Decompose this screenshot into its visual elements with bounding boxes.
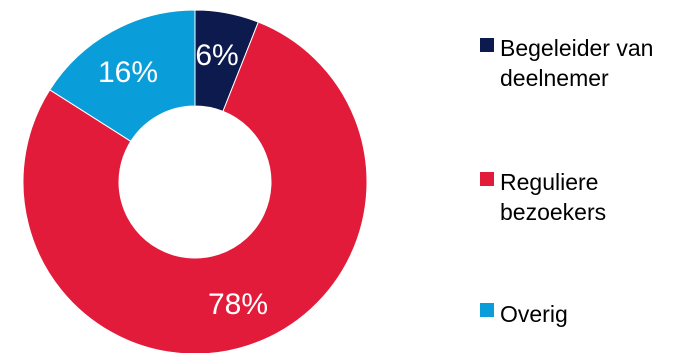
slice-value-label: 16% — [98, 56, 158, 89]
legend-swatch — [480, 38, 494, 52]
legend-item: Overig — [480, 301, 568, 327]
legend-label: Begeleider van — [500, 35, 653, 61]
legend-label: Reguliere — [500, 169, 598, 195]
legend-item: Reguliere bezoekers — [480, 169, 606, 225]
legend-swatch — [480, 303, 494, 317]
legend-label: deelnemer — [500, 65, 609, 91]
legend-item: Begeleider van deelnemer — [480, 35, 653, 91]
legend: Begeleider van deelnemer Reguliere bezoeker… — [480, 35, 653, 327]
legend-label: bezoekers — [500, 199, 606, 225]
legend-label: Overig — [500, 301, 568, 327]
legend-swatch — [480, 172, 494, 186]
slice-value-label: 6% — [195, 39, 238, 72]
slice-value-label: 78% — [208, 288, 268, 321]
